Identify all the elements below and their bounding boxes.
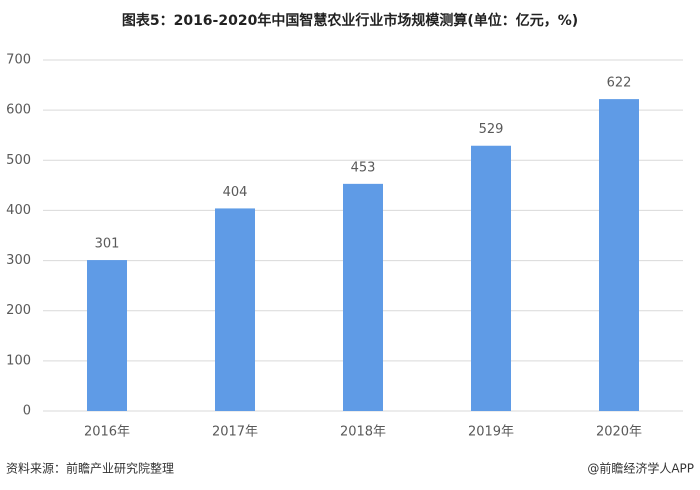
y-tick-label: 200 — [6, 303, 31, 318]
data-label: 622 — [607, 76, 632, 91]
y-tick-label: 700 — [6, 53, 31, 68]
bar — [87, 260, 127, 411]
y-tick-label: 500 — [6, 153, 31, 168]
x-tick-label: 2020年 — [596, 425, 642, 440]
bar — [471, 145, 511, 411]
data-label: 453 — [351, 160, 376, 175]
x-tick-label: 2018年 — [340, 425, 386, 440]
data-label: 301 — [95, 237, 120, 252]
bar — [343, 183, 383, 411]
chart-title: 图表5：2016-2020年中国智慧农业行业市场规模测算(单位：亿元，%) — [122, 12, 578, 29]
credit: @前瞻经济学人APP — [587, 461, 694, 476]
y-tick-label: 100 — [6, 353, 31, 368]
y-tick-label: 0 — [23, 404, 31, 419]
bar — [215, 208, 255, 411]
y-tick-label: 600 — [6, 103, 31, 118]
y-tick-label: 400 — [6, 203, 31, 218]
x-tick-label: 2019年 — [468, 425, 514, 440]
data-label: 404 — [223, 185, 248, 200]
x-tick-label: 2016年 — [84, 425, 130, 440]
data-label: 529 — [479, 122, 504, 137]
x-tick-label: 2017年 — [212, 425, 258, 440]
y-tick-label: 300 — [6, 253, 31, 268]
bar — [599, 99, 639, 412]
source-note: 资料来源：前瞻产业研究院整理 — [6, 461, 174, 476]
